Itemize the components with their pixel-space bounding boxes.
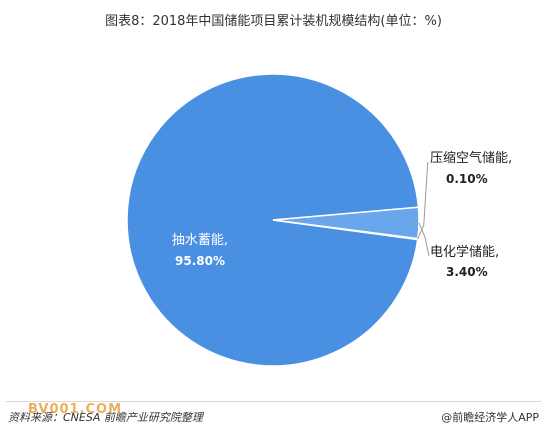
pie-slices: [126, 73, 420, 367]
slice-value: 3.40%: [446, 265, 488, 279]
slice-labels: 抽水蓄能, 95.80% 电化学储能, 3.40% 压缩空气储能, 0.10%: [172, 150, 512, 279]
brand-label: @前瞻经济学人APP: [441, 411, 539, 424]
slice-label: 电化学储能,: [430, 244, 499, 260]
slice-value: 0.10%: [446, 172, 488, 186]
leader-line: [417, 161, 429, 240]
site-watermark: BV001.COM: [28, 402, 123, 417]
chart-title: 图表8：2018年中国储能项目累计装机规模结构(单位：%): [105, 14, 442, 29]
footer: 资料来源：CNESA 前瞻产业研究院整理 @前瞻经济学人APP: [6, 401, 541, 432]
pie-slice: [126, 73, 420, 367]
source-note: 资料来源：CNESA 前瞻产业研究院整理: [8, 411, 203, 424]
leader-lines: [417, 161, 430, 257]
leader-line: [418, 222, 430, 257]
slice-label: 抽水蓄能,: [172, 233, 228, 248]
slice-value: 95.80%: [175, 254, 225, 268]
slice-label: 压缩空气储能,: [430, 150, 512, 166]
pie-chart: 抽水蓄能, 95.80% 电化学储能, 3.40% 压缩空气储能, 0.10%: [126, 73, 512, 367]
